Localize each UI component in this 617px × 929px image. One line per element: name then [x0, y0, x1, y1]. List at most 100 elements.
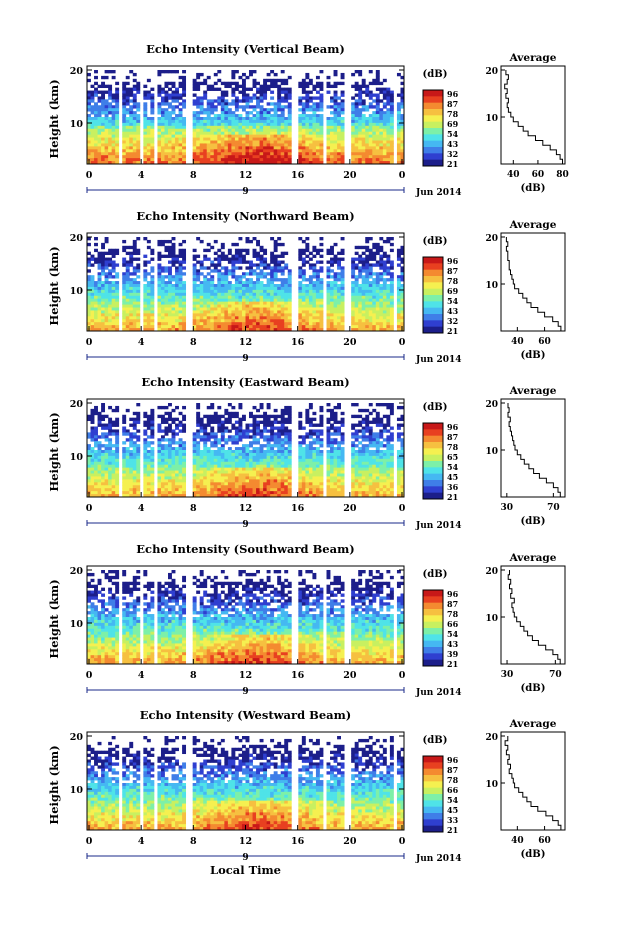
heatmap-cell	[178, 155, 183, 159]
heatmap-cell	[277, 313, 282, 317]
heatmap-cell	[196, 105, 201, 109]
heatmap-cell	[319, 114, 324, 118]
heatmap-cell	[213, 304, 218, 308]
heatmap-cell	[182, 417, 187, 422]
heatmap-cell	[280, 278, 285, 282]
heatmap-cell	[361, 251, 366, 256]
heatmap-cell	[227, 485, 232, 489]
heatmap-cell	[333, 284, 338, 288]
heatmap-cell	[125, 260, 130, 264]
heatmap-cell	[87, 278, 91, 282]
heatmap-cell	[157, 146, 162, 150]
heatmap-cell	[234, 140, 239, 144]
heatmap-cell	[319, 84, 324, 89]
heatmap-cell	[182, 155, 187, 159]
heatmap-cell	[400, 301, 405, 305]
heatmap-cell	[136, 143, 141, 147]
heatmap-cell	[97, 455, 102, 460]
heatmap-cell	[199, 289, 204, 294]
heatmap-cell	[361, 275, 366, 279]
heatmap-cell	[284, 81, 289, 86]
heatmap-cell	[101, 75, 106, 80]
heatmap-cell	[319, 242, 324, 247]
heatmap-cell	[132, 470, 137, 474]
heatmap-cell	[319, 328, 324, 332]
heatmap-cell	[284, 289, 289, 294]
heatmap-cell	[252, 301, 257, 305]
heatmap-cell	[143, 444, 148, 448]
heatmap-cell	[220, 117, 225, 121]
heatmap-cell	[351, 140, 356, 144]
heatmap-cell	[182, 117, 187, 121]
heatmap-cell	[171, 467, 176, 471]
heatmap-cell	[157, 441, 162, 445]
heatmap-cell	[379, 248, 384, 253]
heatmap-cell	[136, 81, 141, 86]
heatmap-cell	[220, 307, 225, 311]
heatmap-cell	[400, 99, 405, 103]
heatmap-cell	[210, 161, 215, 165]
heatmap-cell	[234, 286, 239, 291]
heatmap-cell	[192, 476, 197, 480]
heatmap-cell	[101, 140, 106, 144]
heatmap-cell	[192, 452, 197, 457]
heatmap-cell	[389, 319, 394, 323]
heatmap-cell	[256, 272, 260, 276]
heatmap-cell	[94, 455, 98, 460]
heatmap-cell	[351, 102, 356, 106]
heatmap-cell	[351, 316, 356, 320]
heatmap-cell	[108, 423, 113, 427]
heatmap-cell	[340, 275, 345, 279]
heatmap-cell	[196, 149, 201, 153]
heatmap-cell	[90, 482, 95, 486]
heatmap-cell	[217, 328, 222, 332]
heatmap-cell	[315, 152, 320, 156]
heatmap-cell	[280, 90, 285, 94]
heatmap-cell	[301, 275, 306, 279]
heatmap-cell	[340, 319, 345, 323]
heatmap-cell	[284, 158, 289, 162]
heatmap-cell	[315, 284, 320, 288]
heatmap-cell	[90, 301, 95, 305]
heatmap-cell	[182, 319, 187, 323]
heatmap-cell	[270, 237, 275, 241]
heatmap-cell	[354, 328, 359, 332]
heatmap-cell	[175, 450, 179, 454]
heatmap-cell	[171, 322, 176, 326]
heatmap-cell	[136, 158, 141, 162]
heatmap-cell	[340, 137, 345, 141]
heatmap-cell	[284, 301, 289, 305]
heatmap-cell	[389, 292, 394, 297]
heatmap-cell	[382, 122, 387, 127]
heatmap-cell	[129, 316, 134, 320]
heatmap-cell	[312, 289, 317, 294]
heatmap-cell	[160, 140, 165, 144]
heatmap-cell	[308, 313, 313, 317]
heatmap-cell	[87, 316, 91, 320]
heatmap-cell	[87, 485, 91, 489]
heatmap-cell	[143, 105, 148, 109]
heatmap-cell	[203, 149, 208, 153]
heatmap-cell	[305, 304, 310, 308]
heatmap-cell	[319, 281, 324, 285]
heatmap-cell	[108, 158, 113, 162]
heatmap-cell	[326, 266, 331, 270]
heatmap-cell	[379, 284, 384, 288]
heatmap-cell	[252, 251, 257, 256]
heatmap-cell	[192, 444, 197, 448]
heatmap-cell	[249, 310, 253, 314]
heatmap-cell	[108, 260, 113, 264]
heatmap-cell	[90, 328, 95, 332]
heatmap-cell	[231, 93, 236, 97]
heatmap-cell	[337, 310, 341, 314]
heatmap-cell	[259, 328, 264, 332]
heatmap-cell	[122, 263, 127, 267]
heatmap-cell	[365, 143, 370, 147]
heatmap-cell	[164, 84, 169, 89]
heatmap-cell	[136, 122, 141, 127]
heatmap-cell	[175, 146, 179, 150]
heatmap-cell	[326, 125, 331, 130]
heatmap-cell	[157, 298, 162, 303]
heatmap-cell	[354, 298, 359, 303]
heatmap-cell	[178, 301, 183, 305]
